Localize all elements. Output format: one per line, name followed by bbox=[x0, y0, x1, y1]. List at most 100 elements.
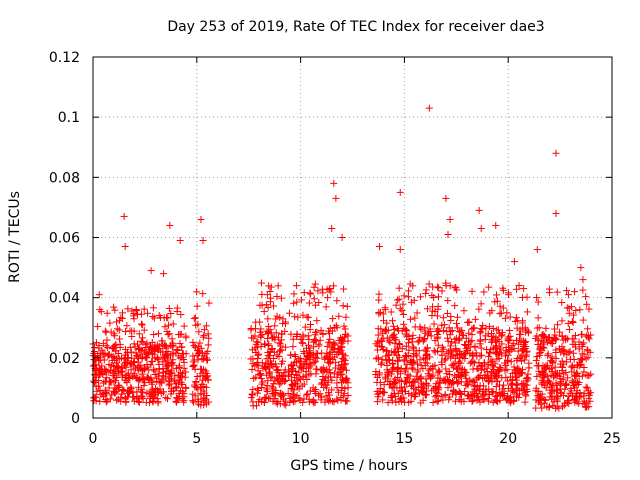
data-point bbox=[173, 345, 181, 353]
data-point bbox=[333, 384, 341, 392]
data-point bbox=[168, 335, 176, 343]
data-point bbox=[172, 397, 180, 405]
data-point bbox=[420, 354, 428, 362]
data-point bbox=[298, 339, 306, 347]
data-point bbox=[95, 342, 103, 350]
data-point bbox=[310, 359, 318, 367]
data-point bbox=[310, 351, 318, 359]
data-point bbox=[114, 362, 122, 370]
data-point bbox=[268, 373, 276, 381]
data-point bbox=[398, 377, 406, 385]
data-point bbox=[386, 338, 394, 346]
data-point bbox=[329, 397, 337, 405]
data-point bbox=[264, 342, 272, 350]
data-point bbox=[438, 351, 446, 359]
data-point bbox=[443, 375, 451, 383]
data-point bbox=[178, 372, 186, 380]
data-point bbox=[324, 395, 332, 403]
data-point bbox=[457, 359, 465, 367]
data-point bbox=[486, 309, 494, 317]
data-point bbox=[103, 336, 111, 344]
data-point bbox=[489, 398, 497, 406]
data-point bbox=[564, 392, 572, 400]
data-point bbox=[581, 403, 589, 411]
data-point bbox=[469, 350, 477, 358]
data-point bbox=[547, 357, 555, 365]
data-point bbox=[90, 348, 98, 356]
data-point bbox=[510, 363, 518, 371]
data-point bbox=[266, 368, 274, 376]
data-point bbox=[141, 365, 149, 373]
data-point bbox=[558, 332, 566, 340]
data-point bbox=[120, 386, 128, 394]
data-point bbox=[423, 359, 431, 367]
data-point bbox=[111, 306, 119, 314]
data-point bbox=[409, 365, 417, 373]
data-point bbox=[513, 285, 521, 293]
data-point bbox=[247, 394, 255, 402]
data-point bbox=[151, 354, 159, 362]
data-point bbox=[325, 329, 333, 337]
data-point bbox=[304, 332, 312, 340]
data-point bbox=[261, 341, 269, 349]
data-point bbox=[256, 371, 264, 379]
data-point bbox=[327, 288, 335, 296]
data-point bbox=[280, 369, 288, 377]
data-point bbox=[180, 358, 188, 366]
data-point bbox=[444, 384, 452, 392]
data-point bbox=[416, 333, 424, 341]
data-point bbox=[138, 386, 146, 394]
data-point bbox=[310, 343, 318, 351]
data-point bbox=[552, 348, 560, 356]
data-point bbox=[299, 398, 307, 406]
data-point bbox=[338, 354, 346, 362]
data-point bbox=[445, 348, 453, 356]
data-point bbox=[287, 362, 295, 370]
data-point bbox=[115, 383, 123, 391]
data-point bbox=[551, 325, 559, 333]
data-point bbox=[437, 393, 445, 401]
data-point bbox=[135, 330, 143, 338]
data-point bbox=[558, 363, 566, 371]
data-point bbox=[538, 331, 546, 339]
data-point bbox=[549, 402, 557, 410]
data-point bbox=[93, 387, 101, 395]
data-point bbox=[443, 309, 451, 317]
data-point bbox=[501, 352, 509, 360]
data-point bbox=[282, 343, 290, 351]
data-point bbox=[177, 330, 185, 338]
data-point bbox=[477, 344, 485, 352]
data-point bbox=[302, 360, 310, 368]
data-point bbox=[560, 401, 568, 409]
data-point bbox=[501, 367, 509, 375]
data-point bbox=[119, 386, 127, 394]
data-point bbox=[174, 379, 182, 387]
data-point bbox=[256, 328, 264, 336]
data-point bbox=[200, 398, 208, 406]
data-point bbox=[334, 344, 342, 352]
data-point bbox=[532, 404, 540, 412]
data-point bbox=[293, 391, 301, 399]
data-point bbox=[552, 209, 560, 217]
data-point bbox=[194, 395, 202, 403]
data-point bbox=[402, 330, 410, 338]
data-point bbox=[255, 350, 263, 358]
data-point bbox=[113, 318, 121, 326]
data-point bbox=[338, 234, 346, 241]
data-point bbox=[558, 298, 566, 306]
data-point bbox=[305, 347, 313, 355]
data-point bbox=[532, 356, 540, 364]
data-point bbox=[483, 364, 491, 372]
data-point bbox=[133, 374, 141, 382]
data-point bbox=[318, 366, 326, 374]
data-point bbox=[395, 398, 403, 406]
data-point bbox=[419, 337, 427, 345]
data-point bbox=[167, 368, 175, 376]
data-point bbox=[192, 321, 200, 329]
data-point bbox=[436, 378, 444, 386]
data-point bbox=[568, 303, 576, 311]
data-point bbox=[101, 368, 109, 376]
data-point bbox=[147, 361, 155, 369]
data-point bbox=[301, 323, 309, 331]
data-point bbox=[553, 288, 561, 296]
